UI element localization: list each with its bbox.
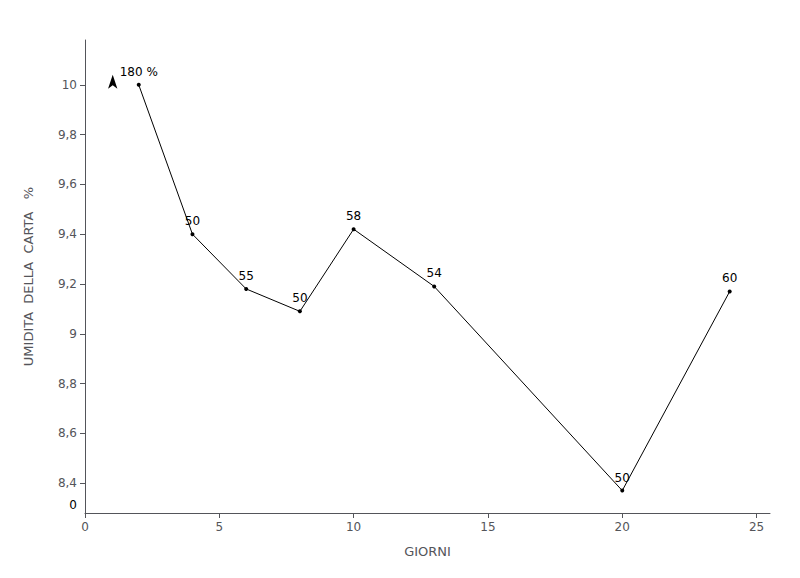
svg-text:9: 9	[69, 327, 77, 341]
svg-text:25: 25	[749, 520, 764, 534]
svg-text:180 %: 180 %	[120, 65, 158, 79]
svg-text:8,4: 8,4	[58, 476, 77, 490]
svg-text:20: 20	[615, 520, 630, 534]
svg-text:54: 54	[427, 266, 442, 280]
svg-text:60: 60	[722, 271, 737, 285]
svg-text:9,2: 9,2	[58, 277, 77, 291]
svg-text:50: 50	[292, 291, 307, 305]
svg-text:58: 58	[346, 209, 361, 223]
svg-text:8,6: 8,6	[58, 426, 77, 440]
svg-text:8,8: 8,8	[58, 377, 77, 391]
svg-text:50: 50	[615, 471, 630, 485]
svg-text:10: 10	[346, 520, 361, 534]
svg-text:10: 10	[62, 78, 77, 92]
svg-text:0: 0	[81, 520, 89, 534]
svg-text:55: 55	[239, 269, 254, 283]
svg-text:0: 0	[69, 498, 77, 512]
svg-text:15: 15	[480, 520, 495, 534]
svg-text:GIORNI: GIORNI	[404, 544, 451, 559]
svg-text:50: 50	[185, 214, 200, 228]
svg-text:UMIDITA DELLA CARTA %: UMIDITA DELLA CARTA %	[21, 187, 36, 366]
svg-text:9,8: 9,8	[58, 128, 77, 142]
svg-text:5: 5	[215, 520, 223, 534]
svg-text:9,4: 9,4	[58, 227, 77, 241]
svg-text:9,6: 9,6	[58, 177, 77, 191]
